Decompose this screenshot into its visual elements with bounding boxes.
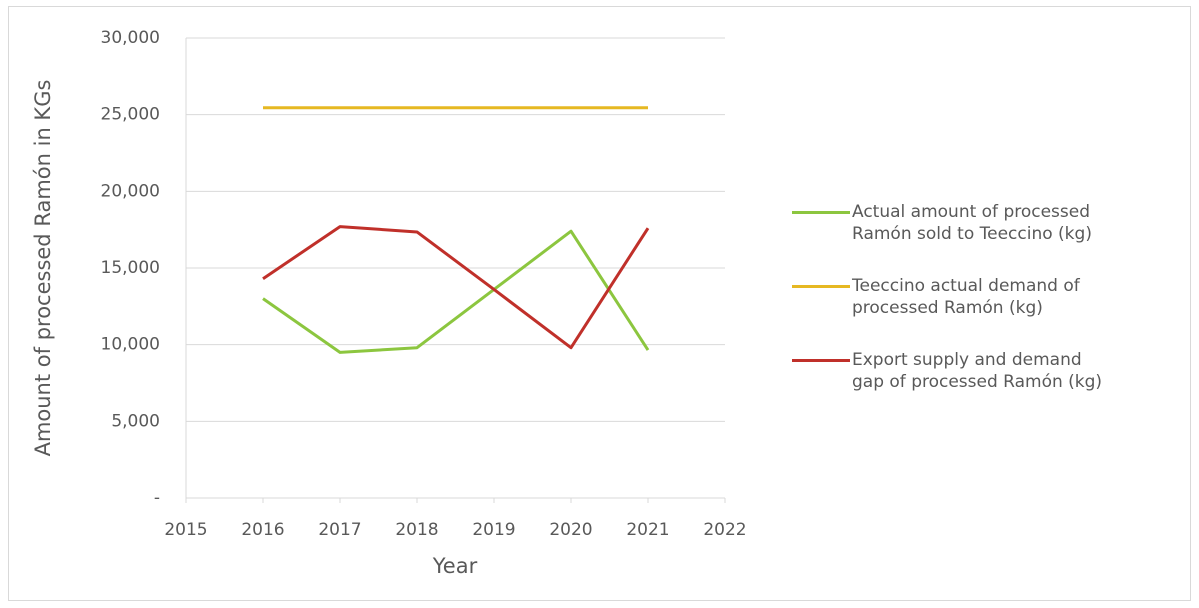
y-tick-label: 5,000 [111, 411, 160, 431]
y-tick-label: 20,000 [101, 181, 160, 201]
x-axis-label: Year [432, 554, 478, 578]
x-tick-label: 2016 [241, 520, 284, 540]
series-line [262, 229, 650, 354]
y-tick-label: - [154, 488, 160, 508]
legend-label: Teeccino actual demand of processed Ramó… [852, 276, 1080, 318]
x-tick-label: 2018 [395, 520, 438, 540]
y-axis-label: Amount of processed Ramón in KGs [31, 80, 55, 457]
y-tick-label: 25,000 [101, 105, 160, 125]
y-tick-label: 10,000 [101, 335, 160, 355]
x-tick-label: 2019 [472, 520, 515, 540]
y-tick-label: 15,000 [101, 258, 160, 278]
x-tick-label: 2015 [164, 520, 207, 540]
x-tick-label: 2020 [549, 520, 592, 540]
x-tick-label: 2017 [318, 520, 361, 540]
x-tick-label: 2022 [703, 520, 746, 540]
legend-label: Actual amount of processed Ramón sold to… [852, 202, 1092, 244]
legend-swatch [792, 211, 850, 214]
x-tick-label: 2021 [626, 520, 669, 540]
y-tick-label: 30,000 [101, 28, 160, 48]
legend-label: Export supply and demand gap of processe… [852, 350, 1103, 392]
legend-swatch [792, 359, 850, 362]
series-line [262, 225, 650, 350]
legend-swatch [792, 285, 850, 288]
